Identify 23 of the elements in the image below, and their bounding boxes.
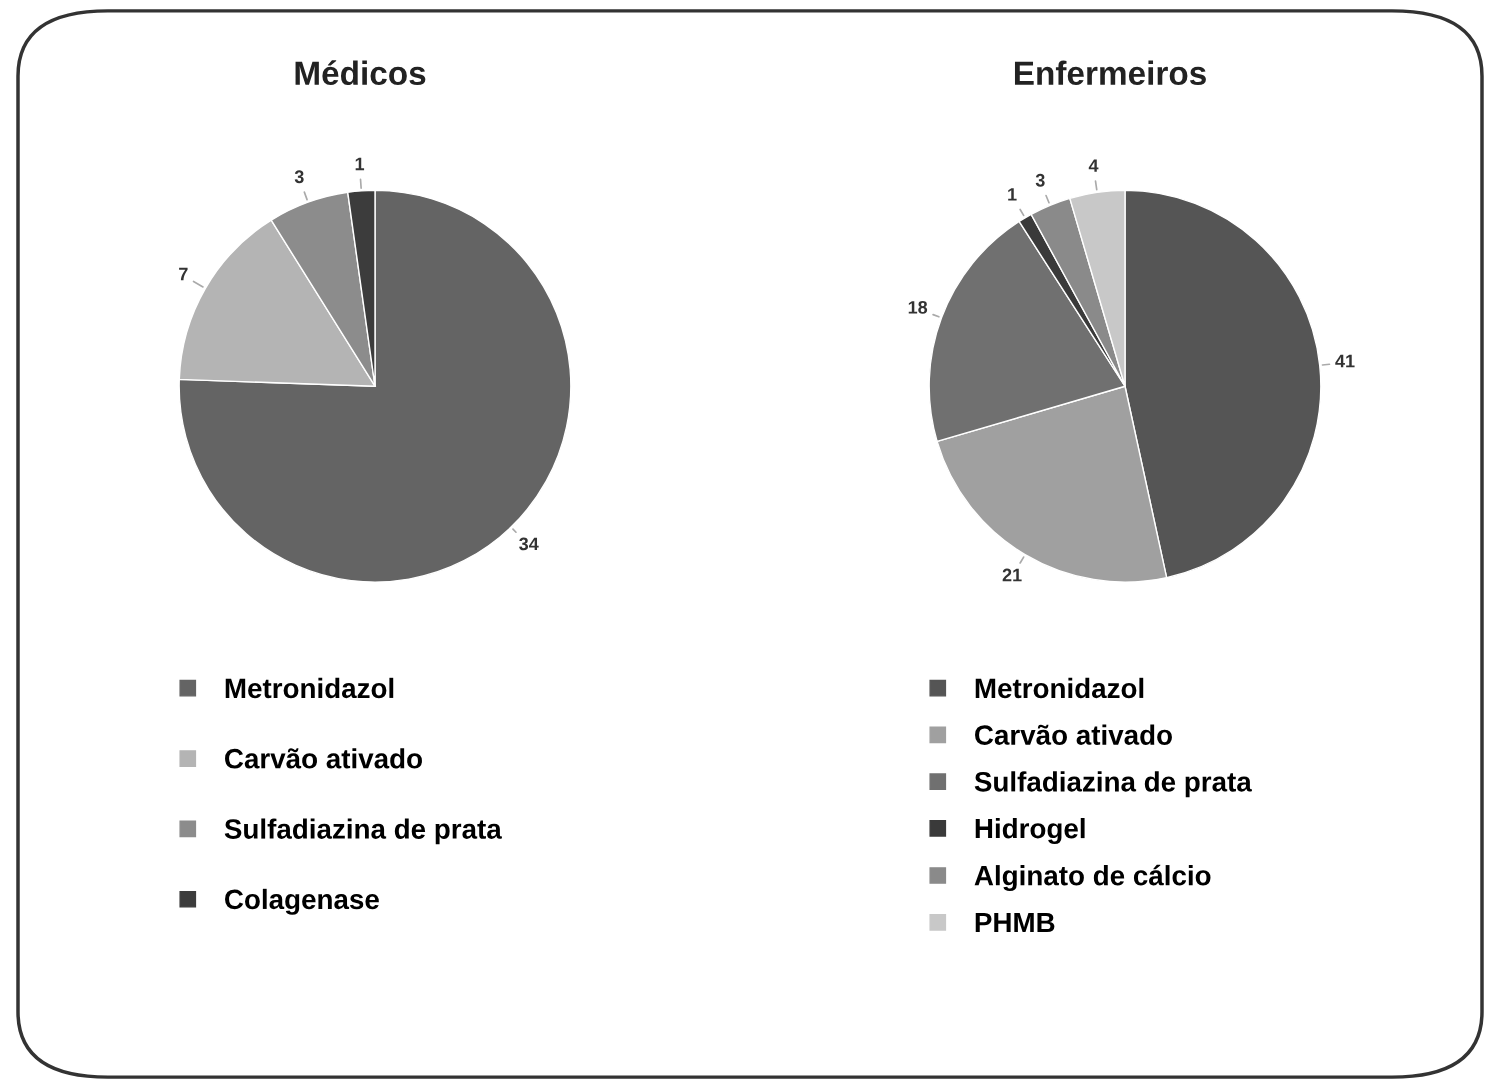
legend-label: Metronidazol bbox=[975, 677, 1144, 699]
pie-slice bbox=[178, 189, 572, 583]
legend-label: Sulfadiazina de prata bbox=[974, 771, 1252, 798]
data-label: 41 bbox=[1335, 354, 1355, 368]
data-label: 3 bbox=[1035, 173, 1045, 187]
legend-label: Carvão ativado bbox=[975, 724, 1172, 745]
data-label: 7 bbox=[179, 267, 188, 281]
chart-title: Médicos bbox=[295, 60, 426, 86]
legend-label: Alginato de cálcio bbox=[974, 864, 1211, 892]
legend-label: Hidrogel bbox=[975, 817, 1085, 844]
data-label: 1 bbox=[355, 157, 365, 171]
data-label: 18 bbox=[908, 300, 928, 314]
data-label: 4 bbox=[1088, 159, 1099, 172]
legend-label: Carvão ativado bbox=[225, 748, 422, 769]
data-label: 1 bbox=[1008, 188, 1017, 201]
legend-label: PHMB bbox=[975, 912, 1055, 933]
data-label: 3 bbox=[294, 170, 304, 184]
legend-label: Metronidazol bbox=[225, 677, 394, 699]
legend-label: Colagenase bbox=[225, 888, 379, 915]
data-label: 21 bbox=[1002, 568, 1022, 582]
legend-label: Sulfadiazina de prata bbox=[224, 818, 502, 845]
chart-title: Enfermeiros bbox=[1014, 60, 1206, 86]
data-label: 34 bbox=[519, 537, 539, 551]
